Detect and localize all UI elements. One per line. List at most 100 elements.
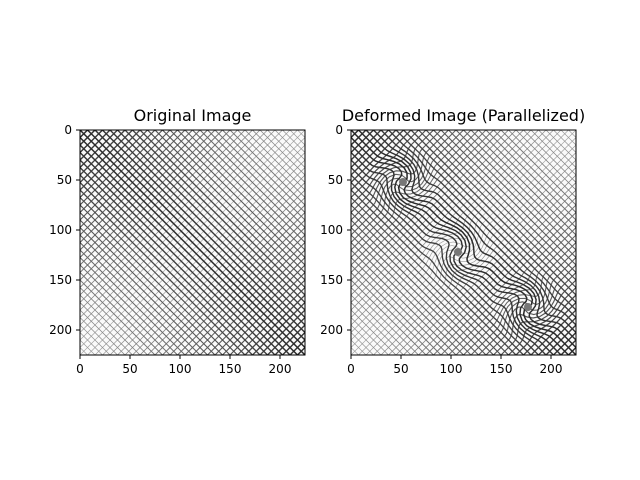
hatch-line [80, 309, 126, 355]
hatch-line [351, 130, 569, 348]
hatch-line [80, 242, 194, 355]
hatch-line [351, 130, 532, 311]
x-tick-label: 50 [393, 362, 408, 376]
hatch-line [214, 264, 305, 355]
hatch-line [351, 130, 382, 161]
y-tick-label: 100 [320, 223, 343, 237]
hatch-line [259, 309, 305, 355]
ticks-deformed: 0 50 100 150 200 0 50 100 150 200 [320, 123, 562, 376]
x-tick-label: 0 [76, 362, 84, 376]
hatch-line [80, 130, 171, 221]
hatch-line [281, 332, 305, 355]
hatch-line [351, 130, 525, 303]
y-tick-label: 200 [320, 323, 343, 337]
hatch-line [80, 130, 269, 318]
hatch-line [380, 130, 576, 326]
hatch-line [251, 130, 305, 183]
hatch-line [432, 212, 576, 355]
hatch-line [567, 346, 576, 355]
hatch-line [351, 130, 562, 341]
hatch-line [80, 130, 97, 146]
hatch-line [206, 257, 305, 355]
hatch-line [485, 264, 576, 355]
y-tick-label: 150 [49, 273, 72, 287]
hatch-line [101, 130, 305, 333]
x-tick-label: 150 [219, 362, 242, 376]
hatch-line [221, 272, 305, 355]
hatch-line [351, 130, 375, 153]
hatch-line [537, 130, 576, 168]
hatch-line [154, 130, 305, 281]
hatch-line [80, 294, 141, 355]
y-tick-label: 0 [335, 123, 343, 137]
hatch-line [80, 219, 216, 355]
hatch-line [402, 130, 576, 303]
hatch-line [169, 130, 305, 266]
hatch-line [86, 130, 305, 349]
hatch-line [440, 130, 576, 266]
hatch-line [372, 130, 576, 333]
hatch-line [221, 130, 305, 213]
hatch-line [80, 332, 103, 355]
hatch-line [80, 130, 111, 161]
hatch-line [80, 317, 119, 355]
hatch-line [351, 130, 517, 296]
hatch-line [124, 130, 305, 311]
hatch-line [80, 324, 111, 355]
hatch-line [146, 130, 305, 288]
hatch-line [515, 130, 576, 191]
hatch-line [351, 257, 450, 355]
hatch-line [80, 130, 119, 168]
hatch-line [80, 130, 89, 139]
hatch-line [364, 130, 576, 341]
hatch-line [80, 272, 164, 355]
hatch-line [184, 130, 305, 251]
hatch-line [545, 324, 576, 355]
hatch-line [80, 159, 276, 355]
hatch-line [87, 137, 305, 355]
hatch-line [402, 182, 576, 355]
hatch-line [357, 130, 576, 349]
title-deformed: Deformed Image (Parallelized) [342, 106, 585, 125]
hatch-line [351, 152, 555, 355]
hatch-line [131, 182, 305, 355]
hatch-line [80, 197, 239, 355]
hatch-line [455, 234, 576, 355]
hatch-line [176, 227, 305, 355]
hatch-line [470, 130, 576, 236]
hatch-line [432, 130, 576, 273]
hatch-line [139, 189, 305, 355]
hatch-line [80, 130, 104, 153]
hatch-line [351, 249, 457, 355]
hatch-line [552, 332, 576, 355]
hatch-line [80, 174, 261, 355]
hatch-line [109, 130, 305, 326]
hatch-line [410, 130, 576, 296]
hatch-line [351, 130, 480, 258]
hatch-line [351, 130, 487, 266]
hatch-line [296, 346, 305, 355]
hatch-line [500, 130, 576, 206]
hatch-line [351, 264, 442, 355]
hatch-line [485, 130, 576, 221]
hatch-line [124, 174, 305, 355]
hatch-line [266, 130, 305, 168]
y-tick-label: 150 [320, 273, 343, 287]
ticks-original: 0 50 100 150 200 0 50 100 150 200 [49, 123, 291, 376]
hatch-line [94, 144, 305, 355]
hatch-line [131, 130, 305, 303]
hatch-line [176, 130, 305, 258]
hatch-line [351, 242, 465, 355]
hatch-line [351, 309, 397, 355]
hatch-line [560, 130, 576, 146]
image-deformed [351, 130, 576, 355]
hatch-line [351, 317, 390, 355]
hatch-line [80, 257, 179, 355]
hatch-line [351, 130, 495, 273]
hatch-line [351, 212, 495, 355]
hatch-line [251, 302, 305, 355]
hatch-line [274, 324, 305, 355]
hatch-line [80, 264, 171, 355]
hatch-line [553, 130, 576, 153]
hatch-line [351, 130, 427, 206]
